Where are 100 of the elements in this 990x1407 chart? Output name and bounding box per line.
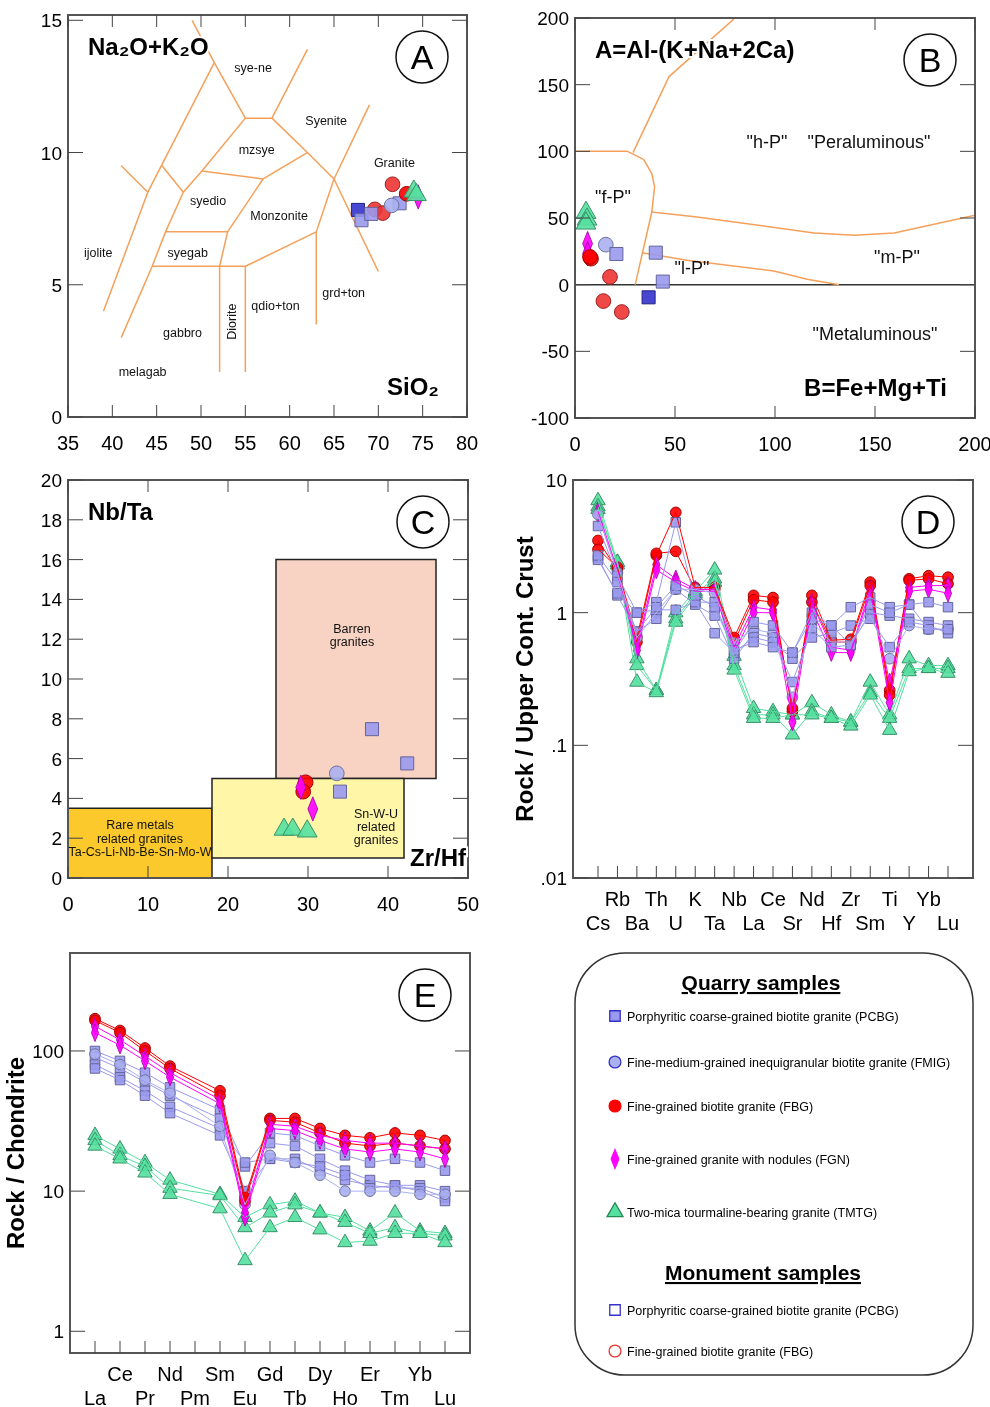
annotation: Granite <box>373 156 415 171</box>
text: Monument samples <box>664 1261 862 1284</box>
x-tick-label: 75 <box>411 432 434 454</box>
y-tick-label: 4 <box>51 788 63 810</box>
x-tick-label: 70 <box>367 432 390 454</box>
x-tick-label: Gd <box>256 1363 284 1385</box>
annotation: gabbro <box>163 325 203 340</box>
annotation: qdio+ton <box>251 299 300 314</box>
annotation: sye-ne <box>234 61 272 76</box>
y-tick-label: 6 <box>51 748 62 770</box>
y-axis-title: Na₂O+K₂O <box>88 33 209 60</box>
y-axis-title: Nb/Ta <box>88 498 154 525</box>
y-tick-label: 2 <box>51 828 62 850</box>
text: D <box>915 503 941 541</box>
x-tick-label: Eu <box>232 1387 258 1407</box>
x-tick-label: Ti <box>881 888 898 910</box>
y-tick-label: 8 <box>51 708 62 730</box>
y-tick-label: 10 <box>40 142 62 164</box>
x-tick-label: 60 <box>278 432 301 454</box>
x-axis-title: Zr/Hf <box>410 844 467 871</box>
y-tick-label: -100 <box>530 408 569 429</box>
x-tick-label: 50 <box>663 433 687 455</box>
x-tick-label: Lu <box>936 912 960 934</box>
x-tick-label: Hf <box>821 912 842 934</box>
x-tick-label: Ta <box>704 912 727 934</box>
y-tick-label: 5 <box>51 274 62 296</box>
x-tick-label: 50 <box>189 432 213 454</box>
x-tick-label: 50 <box>456 893 480 915</box>
x-tick-label: Yb <box>916 888 941 910</box>
text: Fine-grained biotite granite (FBG) <box>627 1100 814 1114</box>
x-tick-label: 40 <box>101 432 124 454</box>
x-tick-label: Rb <box>604 888 631 910</box>
x-tick-label: 30 <box>296 893 320 915</box>
x-tick-label: Ba <box>624 912 650 934</box>
x-tick-label: Dy <box>307 1363 333 1385</box>
annotation: syegab <box>167 246 208 261</box>
annotation: melagab <box>118 365 167 380</box>
annotation: "Metaluminous" <box>812 324 938 345</box>
y-tick-label: 14 <box>40 589 63 611</box>
y-tick-label: 200 <box>537 8 569 29</box>
y-axis-title: Rock / Upper Cont. Crust <box>511 536 538 822</box>
x-tick-label: Ho <box>332 1387 358 1407</box>
y-tick-label: 0 <box>51 868 62 889</box>
annotation: "f-P" <box>595 187 631 208</box>
x-tick-label: Y <box>902 912 916 934</box>
text: C <box>410 503 436 541</box>
x-tick-label: Pr <box>135 1387 156 1407</box>
y-tick-label: 15 <box>40 10 62 32</box>
x-tick-label: Pm <box>180 1387 210 1407</box>
y-axis-title: Rock / Chondrite <box>2 1056 29 1250</box>
x-tick-label: 150 <box>858 433 892 455</box>
x-tick-label: Tm <box>380 1387 410 1407</box>
y-tick-label: 10 <box>545 470 567 491</box>
annotation: Barren granites <box>329 622 375 650</box>
text: Fine-grained biotite granite (FBG) <box>627 1345 814 1359</box>
y-tick-label: .01 <box>540 868 567 889</box>
x-tick-label: Sm <box>205 1363 235 1385</box>
text: Quarry samples <box>681 971 841 994</box>
y-tick-label: 20 <box>40 470 62 491</box>
x-tick-label: 55 <box>234 432 257 454</box>
x-tick-label: Nd <box>799 888 825 910</box>
x-tick-label: 45 <box>145 432 168 454</box>
x-tick-label: Yb <box>407 1363 433 1385</box>
y-tick-label: 150 <box>537 74 569 96</box>
y-tick-label: 10 <box>42 1181 64 1203</box>
x-tick-label: Ce <box>760 888 786 910</box>
x-tick-label: Sm <box>855 912 886 934</box>
text: B <box>918 41 942 79</box>
annotation: mzsye <box>238 143 275 158</box>
x-tick-label: Lu <box>433 1387 457 1407</box>
x-tick-label: Zr <box>841 888 861 910</box>
annotation: grd+ton <box>322 286 366 301</box>
annotation: ijolite <box>84 246 113 261</box>
text: Porphyritic coarse-grained biotite granite (PCBG) <box>627 1010 899 1024</box>
x-tick-label: Cs <box>585 912 611 934</box>
annotation: Monzonite <box>250 209 308 224</box>
y-tick-label: 1 <box>556 602 567 624</box>
text: Fine-grained granite with nodules (FGN) <box>627 1153 851 1167</box>
x-tick-label: Tb <box>283 1387 307 1407</box>
annotation: Diorite <box>225 303 240 340</box>
y-tick-label: 0 <box>51 407 62 428</box>
x-tick-label: Ce <box>107 1363 133 1385</box>
x-tick-label: Nb <box>721 888 747 910</box>
y-tick-label: 1 <box>53 1321 64 1343</box>
x-tick-label: Nd <box>157 1363 183 1385</box>
y-tick-label: 12 <box>40 629 62 651</box>
annotation: Sn-W-U related granites <box>353 806 399 847</box>
x-axis-title: B=Fe+Mg+Ti <box>804 374 947 401</box>
x-tick-label: Sr <box>782 912 803 934</box>
x-tick-label: K <box>688 888 703 910</box>
annotation: syedio <box>189 193 227 208</box>
x-tick-label: 65 <box>322 432 346 454</box>
x-tick-label: 200 <box>958 433 990 455</box>
x-tick-label: 40 <box>376 893 400 915</box>
x-tick-label: 100 <box>758 433 792 455</box>
text: Fine-medium-grained inequigranular biotite granite (FMIG) <box>627 1056 951 1070</box>
annotation: Syenite <box>305 114 348 129</box>
x-tick-label: U <box>668 912 683 934</box>
text: Porphyritic coarse-grained biotite granite (PCBG) <box>627 1304 899 1318</box>
annotation: "Peraluminous" <box>807 131 931 152</box>
